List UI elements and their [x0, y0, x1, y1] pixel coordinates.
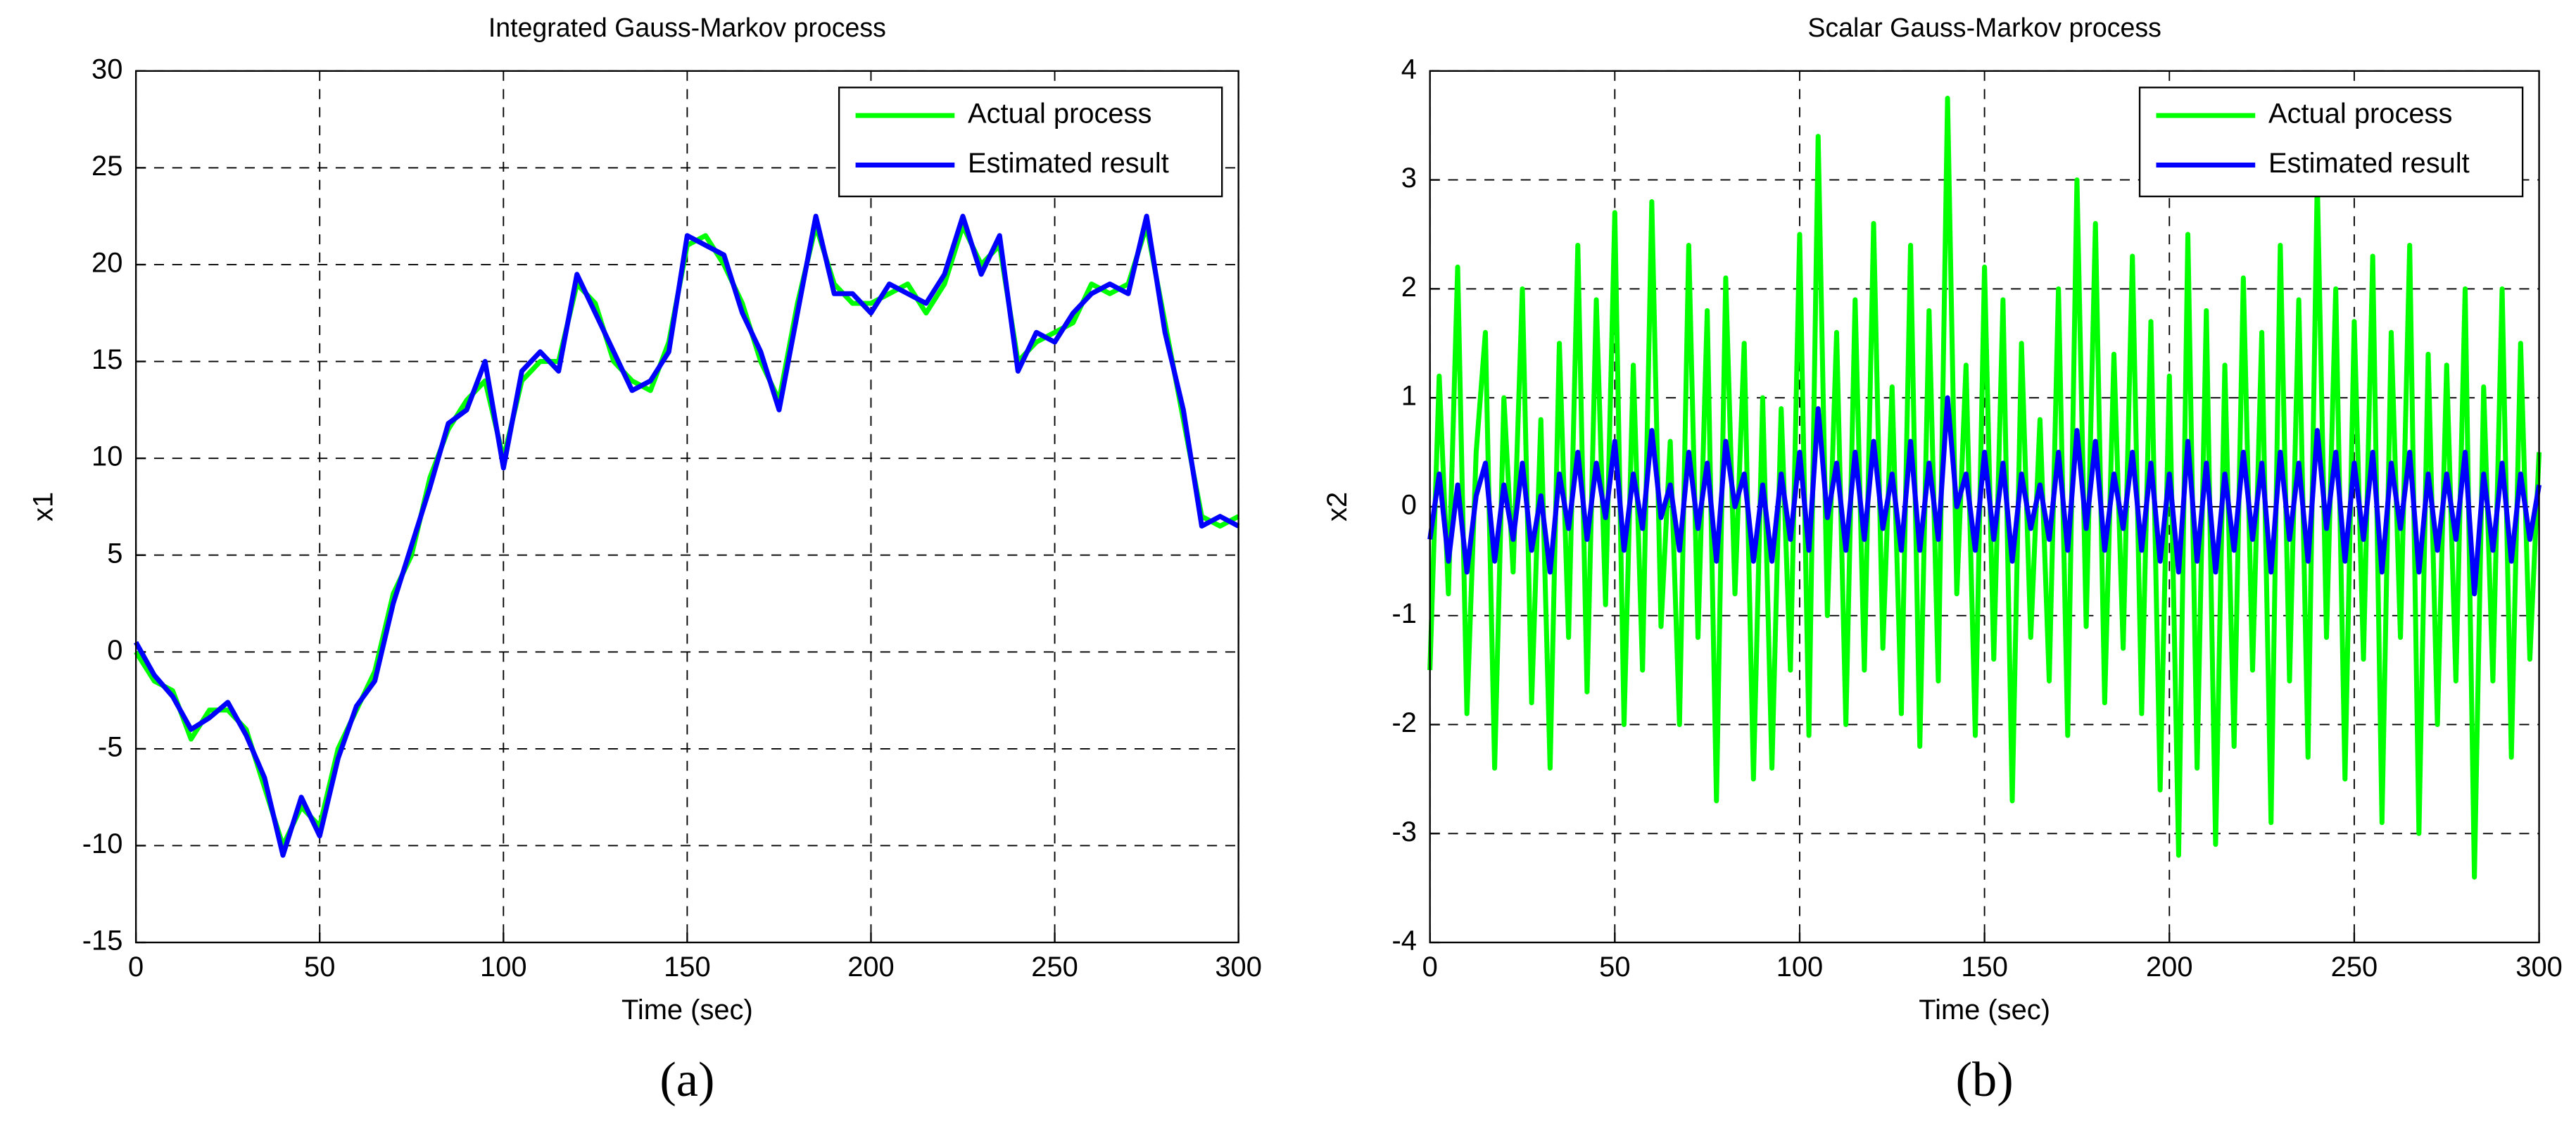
y-tick-label: 15: [91, 344, 122, 375]
legend-box: [838, 87, 1223, 198]
x-tick-label: 0: [1422, 952, 1438, 983]
y-tick-label: -1: [1391, 598, 1416, 629]
x-tick-label: 150: [1961, 952, 2008, 983]
y-tick-label: 20: [91, 248, 122, 279]
axes-frame: [1429, 70, 2540, 944]
x-axis-label: Time (sec): [1919, 994, 2050, 1025]
chart-title: Integrated Gauss-Markov process: [488, 13, 886, 42]
data-line: [134, 213, 1240, 858]
x-tick-label: 200: [847, 952, 895, 983]
chart-panel: 0 50 100 150 200 250 300 -4 -3 -2 -1 0 1 2 3 4 Scalar Ga…: [1322, 13, 2563, 1107]
legend: Actual process Estimated result: [2138, 87, 2524, 198]
y-tick-label: -15: [82, 926, 123, 956]
x-tick-label: 300: [1215, 952, 1262, 983]
y-tick-label: 2: [1401, 272, 1417, 303]
x-axis-label: Time (sec): [621, 994, 753, 1025]
chart-panel: 0 50 100 150 200 250 300 -15 -10 -5 0 5 10 15 20 25 30 In…: [28, 13, 1262, 1107]
legend-label: Estimated result: [968, 148, 1169, 179]
y-tick-label: -10: [82, 828, 123, 859]
caption: (b): [1956, 1052, 2014, 1107]
y-tick-label: 4: [1401, 53, 1417, 84]
legend: Actual process Estimated result: [838, 87, 1223, 198]
x-tick-label: 200: [2146, 952, 2193, 983]
chart-title: Scalar Gauss-Markov process: [1807, 13, 2161, 42]
legend-label: Actual process: [2268, 99, 2452, 130]
x-tick-label: 250: [1031, 952, 1078, 983]
y-axis-label: x1: [28, 492, 59, 522]
y-tick-label: 10: [91, 441, 122, 472]
y-tick-label: 25: [91, 151, 122, 182]
x-tick-label: 100: [480, 952, 527, 983]
y-tick-label: 30: [91, 53, 122, 84]
x-tick-label: 150: [664, 952, 711, 983]
x-tick-label: 0: [128, 952, 144, 983]
y-tick-label: -3: [1391, 816, 1416, 847]
y-tick-label: -4: [1391, 926, 1416, 956]
data-line: [1427, 395, 2542, 597]
y-tick-label: 3: [1401, 163, 1417, 194]
x-tick-label: 100: [1776, 952, 1824, 983]
y-tick-label: 5: [107, 538, 122, 569]
y-tick-label: -5: [98, 731, 122, 762]
x-tick-label: 300: [2515, 952, 2563, 983]
axes-frame: [134, 70, 1239, 944]
legend-box: [2138, 87, 2524, 198]
x-tick-label: 50: [304, 952, 335, 983]
legend-label: Actual process: [968, 99, 1151, 130]
caption: (a): [659, 1052, 714, 1107]
y-tick-label: -2: [1391, 707, 1416, 738]
y-tick-label: 0: [1401, 489, 1417, 520]
y-tick-label: 0: [107, 635, 122, 666]
data-line: [1427, 96, 2542, 880]
y-tick-label: 1: [1401, 381, 1417, 412]
x-tick-label: 250: [2331, 952, 2378, 983]
y-axis-label: x2: [1322, 492, 1353, 522]
legend-label: Estimated result: [2268, 148, 2470, 179]
x-tick-label: 50: [1599, 952, 1630, 983]
